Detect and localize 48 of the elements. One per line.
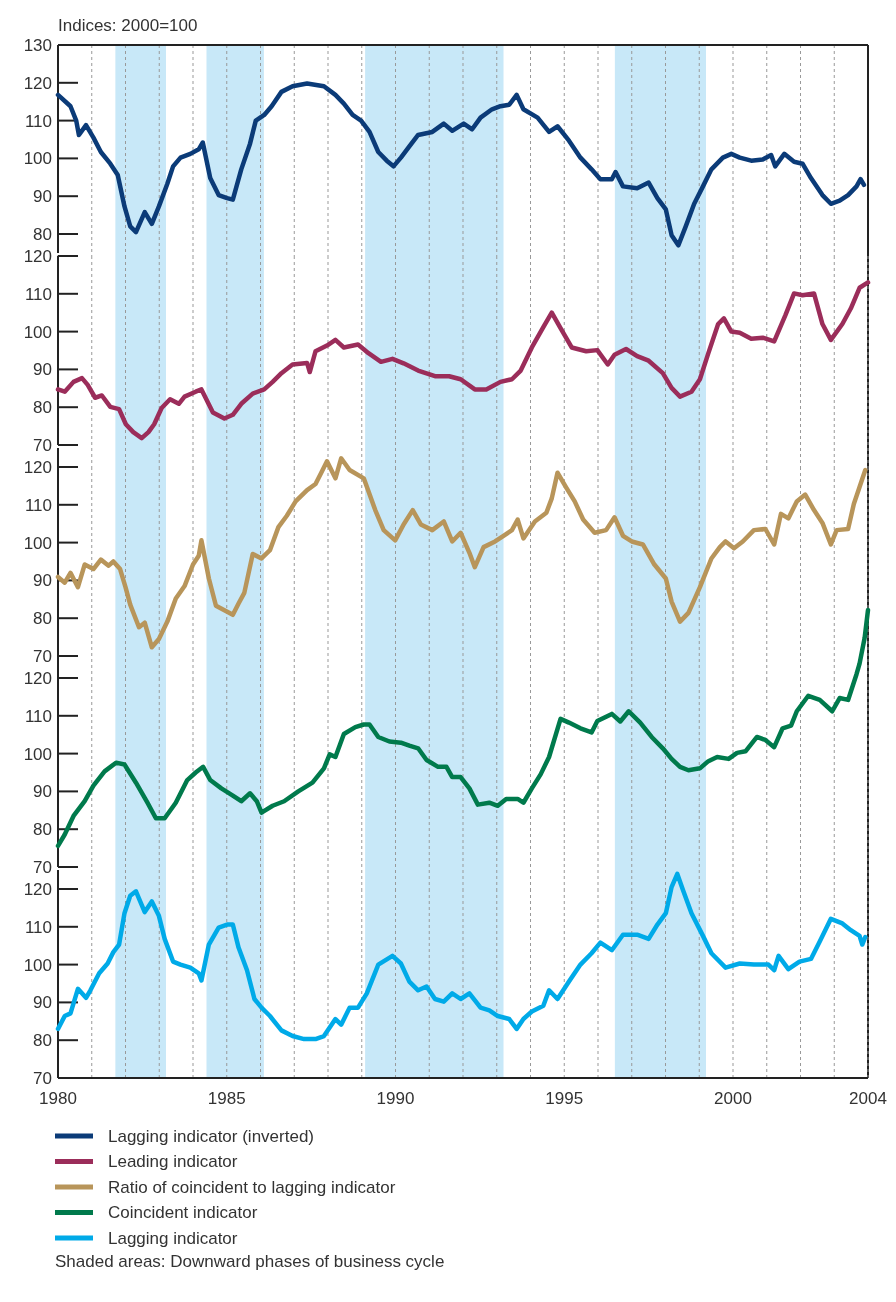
y-tick-label: 120	[23, 668, 52, 688]
y-tick-label: 80	[33, 1031, 52, 1051]
line-series	[55, 81, 867, 248]
y-tick-label: 130	[23, 35, 52, 55]
x-tick-label: 1985	[207, 1089, 246, 1108]
y-tick-label: 70	[33, 1068, 52, 1088]
y-tick-label: 70	[33, 857, 52, 877]
line-series	[55, 280, 871, 441]
y-tick-label: 120	[23, 73, 52, 93]
legend-label: Coincident indicator	[108, 1203, 258, 1223]
y-tick-label: 70	[33, 435, 52, 455]
y-tick-label: 90	[33, 360, 52, 380]
legend-label: Lagging indicator (inverted)	[108, 1126, 315, 1146]
y-tick-label: 110	[24, 495, 52, 515]
y-tick-label: 110	[24, 284, 52, 304]
x-tick-label: 2004	[849, 1089, 887, 1108]
legend-label: Ratio of coincident to lagging indicator	[108, 1177, 396, 1197]
legend-label: Leading indicator	[108, 1152, 238, 1172]
y-tick-label: 100	[23, 322, 52, 342]
y-tick-label: 80	[33, 609, 52, 629]
y-tick-label: 100	[23, 955, 52, 975]
x-tick-label: 1980	[39, 1089, 77, 1108]
line-series	[55, 871, 868, 1042]
y-tick-label: 120	[23, 457, 52, 477]
y-tick-label: 110	[24, 917, 52, 937]
x-tick-label: 1995	[545, 1089, 584, 1108]
y-axis-title: Indices: 2000=100	[58, 16, 198, 35]
y-tick-label: 70	[33, 646, 52, 666]
y-tick-label: 100	[23, 533, 52, 553]
text: Shaded areas: Downward phases of business cycle	[55, 1252, 445, 1272]
y-tick-label: 90	[33, 782, 52, 802]
y-tick-label: 80	[33, 224, 52, 244]
y-tick-label: 80	[33, 398, 52, 418]
y-tick-label: 100	[23, 744, 52, 764]
line-series	[55, 607, 871, 849]
x-tick-label: 1990	[376, 1089, 415, 1108]
legend-label: Lagging indicator	[108, 1228, 238, 1248]
y-tick-label: 90	[33, 571, 52, 591]
x-tick-label: 2000	[714, 1089, 752, 1108]
y-tick-label: 80	[33, 820, 52, 840]
y-tick-label: 110	[24, 706, 52, 726]
line-series	[55, 456, 868, 650]
y-tick-label: 90	[33, 187, 52, 207]
y-tick-label: 90	[33, 993, 52, 1013]
y-tick-label: 120	[23, 246, 52, 266]
y-tick-label: 100	[23, 149, 52, 169]
y-tick-label: 110	[24, 111, 52, 131]
y-tick-label: 120	[23, 879, 52, 899]
